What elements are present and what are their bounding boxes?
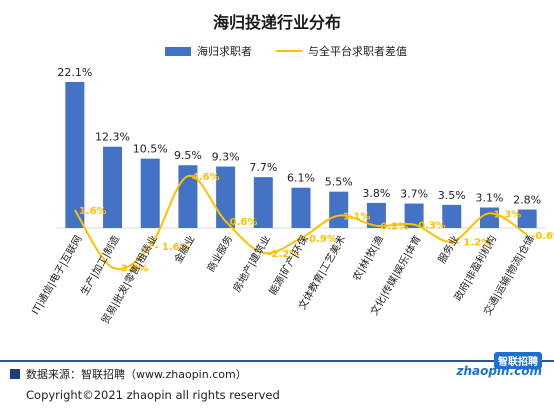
bar-label-8: 3.8% — [362, 187, 390, 200]
bar-10 — [442, 204, 462, 228]
chart-legend: 海归求职者 与全平台求职者差值 — [0, 43, 554, 59]
legend-label-line: 与全平台求职者差值 — [308, 45, 407, 58]
legend-swatch-bar — [165, 46, 191, 56]
bar-1 — [103, 146, 123, 228]
line-label-7: 1.1% — [343, 212, 371, 223]
bar-label-2: 10.5% — [133, 143, 168, 156]
logo-en: zhaopin.com — [456, 364, 542, 378]
bar-6 — [291, 187, 311, 228]
line-label-0: 1.6% — [79, 206, 107, 217]
line-label-1: -3.5% — [117, 264, 149, 275]
bar-label-10: 3.5% — [438, 189, 466, 202]
bar-label-3: 9.5% — [174, 149, 202, 162]
line-label-12: -0.6% — [531, 231, 554, 242]
bar-label-6: 6.1% — [287, 172, 315, 185]
x-tick-label-0: IT|通信|电子|互联网 — [29, 233, 85, 317]
bar-9 — [404, 203, 424, 228]
diff-line — [74, 175, 528, 270]
x-tick-label-6: 能源|矿产|环保 — [266, 233, 311, 297]
x-tick-label-5: 房地产|建筑业 — [230, 233, 273, 294]
source-marker — [10, 369, 20, 379]
bar-label-9: 3.7% — [400, 188, 428, 201]
bar-label-5: 7.7% — [249, 161, 277, 174]
bar-0 — [65, 82, 85, 228]
legend-item-line: 与全平台求职者差值 — [276, 43, 407, 59]
legend-swatch-line — [276, 50, 302, 52]
copyright-text: Copyright©2021 zhaopin all rights reserv… — [26, 388, 280, 402]
line-label-3: 4.6% — [192, 172, 220, 183]
line-label-5: -2.2% — [267, 249, 299, 260]
bar-8 — [366, 202, 386, 228]
line-label-11: 1.3% — [493, 209, 521, 220]
chart-title: 海归投递行业分布 — [212, 13, 341, 32]
bar-7 — [329, 191, 349, 228]
bar-label-4: 9.3% — [212, 151, 240, 164]
bar-2 — [140, 158, 160, 228]
line-label-2: - 1.6% — [154, 242, 189, 253]
line-label-4: 0.6% — [230, 217, 258, 228]
bar-12 — [517, 209, 537, 228]
line-label-8: 0.2% — [380, 222, 408, 233]
legend-label-bar: 海归求职者 — [197, 45, 252, 58]
bar-label-0: 22.1% — [57, 66, 92, 79]
chart-svg: 22.1% 12.3%10.5% 9.5% 9.3% 7.7% 6.1% 5.5% 3.8% 3… — [29, 66, 554, 326]
line-label-10: - 1.2% — [456, 238, 491, 249]
x-tick-label-4: 商业服务 — [204, 233, 235, 274]
bar-4 — [216, 166, 236, 228]
bar-label-7: 5.5% — [325, 176, 353, 189]
legend-item-bar: 海归求职者 — [165, 43, 252, 59]
x-tick-label-8: 农|林|牧|渔 — [350, 233, 386, 283]
data-source: 数据来源：智联招聘（www.zhaopin.com） — [10, 366, 247, 382]
zhaopin-logo: 智联招聘 zhaopin.com — [456, 352, 544, 378]
logo-cn: 智联招聘 — [494, 352, 542, 369]
bar-label-1: 12.3% — [95, 131, 130, 144]
bar-11 — [479, 207, 499, 228]
line-label-9: 0.3% — [418, 221, 446, 232]
footer-divider — [0, 360, 554, 362]
bar-5 — [253, 177, 273, 228]
bar-label-11: 3.1% — [475, 192, 503, 205]
source-text: 数据来源：智联招聘（www.zhaopin.com） — [26, 368, 247, 381]
bar-label-12: 2.8% — [513, 194, 541, 207]
x-tick-label-1: 生产|加工|制造 — [78, 233, 123, 297]
line-label-6: -0.9% — [305, 234, 337, 245]
